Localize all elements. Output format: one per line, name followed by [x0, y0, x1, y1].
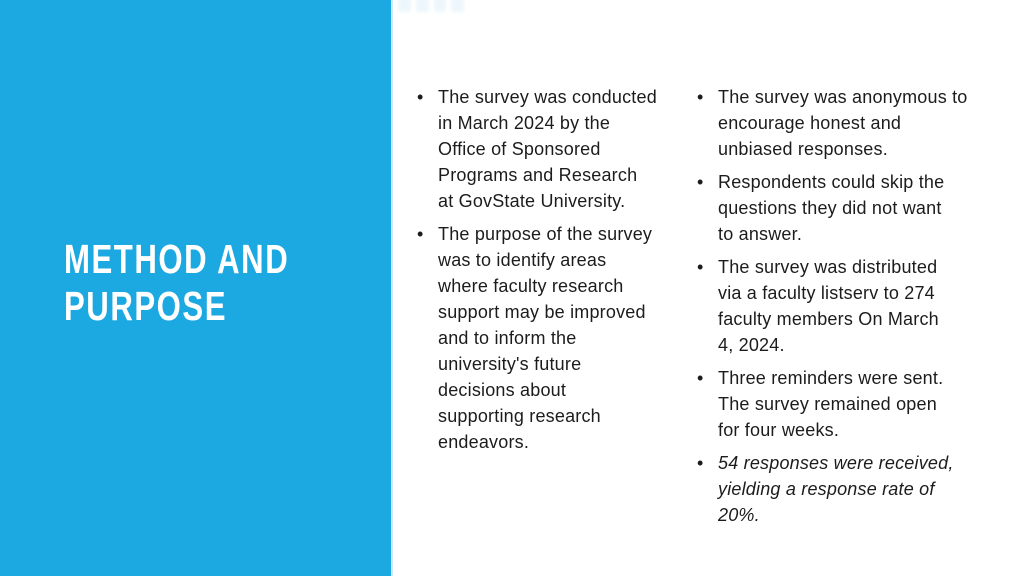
- bullet-text: The survey was anonymous to encourage ho…: [718, 87, 968, 159]
- bullet-text: 54 responses were received, yielding a r…: [718, 453, 954, 525]
- bullet-icon: •: [697, 453, 704, 473]
- slide-title: METHOD AND PURPOSE: [64, 236, 290, 329]
- bullet-icon: •: [417, 87, 424, 107]
- bullet-text: Respondents could skip the questions the…: [718, 172, 945, 244]
- bullet-text: The purpose of the survey was to identif…: [438, 224, 653, 452]
- list-item: • 54 responses were received, yielding a…: [697, 450, 969, 528]
- list-item: • Three reminders were sent. The survey …: [697, 365, 969, 443]
- bullet-icon: •: [697, 87, 704, 107]
- list-item: • The survey was conducted in March 2024…: [417, 84, 661, 214]
- body-column-right: • The survey was anonymous to encourage …: [697, 84, 969, 535]
- bullet-text: The survey was conducted in March 2024 b…: [438, 87, 657, 211]
- bullet-text: The survey was distributed via a faculty…: [718, 257, 939, 355]
- bullet-icon: •: [697, 257, 704, 277]
- panel-edge-divider: [391, 0, 393, 576]
- list-item: • Respondents could skip the questions t…: [697, 169, 969, 247]
- list-item: • The survey was anonymous to encourage …: [697, 84, 969, 162]
- cropped-text-artifact: [398, 0, 464, 12]
- body-column-left: • The survey was conducted in March 2024…: [417, 84, 661, 535]
- list-item: • The survey was distributed via a facul…: [697, 254, 969, 358]
- list-item: • The purpose of the survey was to ident…: [417, 221, 661, 455]
- bullet-icon: •: [697, 368, 704, 388]
- bullet-icon: •: [417, 224, 424, 244]
- slide-body: • The survey was conducted in March 2024…: [417, 84, 969, 535]
- title-panel: [0, 0, 391, 576]
- bullet-icon: •: [697, 172, 704, 192]
- bullet-text: Three reminders were sent. The survey re…: [718, 368, 944, 440]
